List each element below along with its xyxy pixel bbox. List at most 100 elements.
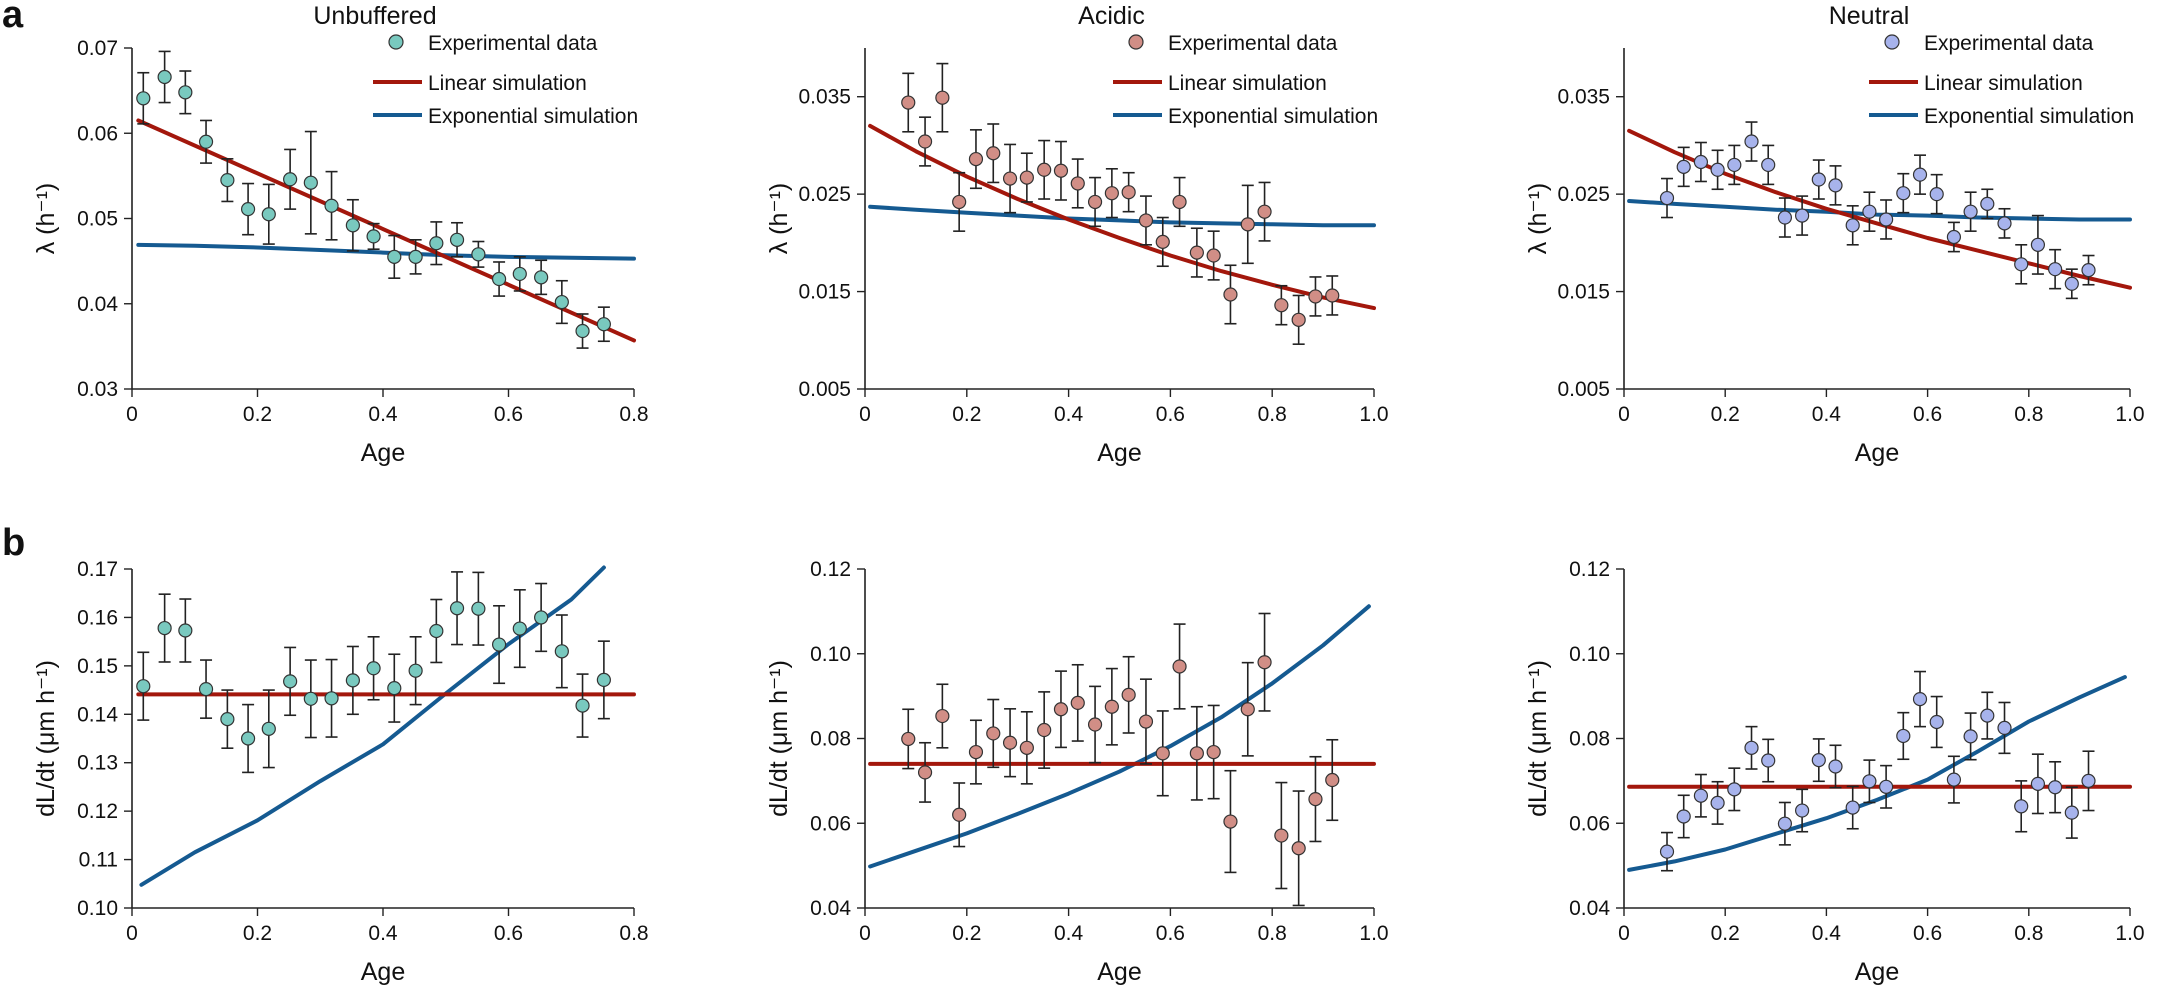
y-tick-label: 0.10 <box>1569 643 1610 666</box>
y-tick-label: 0.08 <box>1569 728 1610 751</box>
data-point <box>283 172 298 187</box>
data-point <box>1997 720 2012 736</box>
data-point <box>1325 288 1340 303</box>
y-tick-label: 0.015 <box>1557 281 1610 304</box>
data-point <box>1189 245 1204 260</box>
x-tick-label: 0 <box>1618 403 1630 426</box>
data-point <box>1929 714 1944 730</box>
data-point <box>261 207 276 222</box>
data-point <box>1257 655 1272 670</box>
data-point <box>1980 196 1995 211</box>
y-axis-label: λ (h⁻¹) <box>765 183 793 255</box>
chart-title: Unbuffered <box>313 2 436 30</box>
data-point <box>283 674 298 689</box>
data-point <box>512 621 527 636</box>
data-point <box>534 270 549 285</box>
x-axis-label: Age <box>361 439 405 467</box>
data-point <box>901 731 916 747</box>
data-point <box>1795 208 1810 223</box>
data-point <box>1710 162 1725 177</box>
x-axis-label: Age <box>1097 958 1141 986</box>
data-point <box>1676 159 1691 174</box>
x-axis-label: Age <box>361 958 405 986</box>
data-point <box>1206 248 1221 263</box>
data-point <box>1121 687 1136 702</box>
data-point <box>1257 204 1272 219</box>
data-point <box>408 663 423 678</box>
data-point <box>1896 728 1911 744</box>
x-tick-label: 0.4 <box>1812 922 1842 945</box>
y-tick-label: 0.06 <box>77 122 118 145</box>
data-point <box>1308 289 1323 304</box>
legend-label: Experimental data <box>428 32 598 55</box>
y-tick-label: 0.005 <box>1557 378 1610 401</box>
x-tick-label: 0 <box>1618 922 1630 945</box>
data-point <box>901 95 916 110</box>
data-point <box>986 726 1001 741</box>
x-tick-label: 0.2 <box>243 403 272 426</box>
data-point <box>303 691 318 706</box>
data-point <box>1019 740 1034 755</box>
data-point <box>1744 740 1759 755</box>
data-point <box>345 673 360 688</box>
x-tick-label: 0 <box>126 922 138 945</box>
data-point <box>512 266 527 282</box>
data-point <box>1155 234 1170 249</box>
data-point <box>1777 816 1793 831</box>
legend-label: Exponential simulation <box>428 105 638 128</box>
exponential-simulation-line <box>136 242 636 261</box>
x-tick-label: 1.0 <box>2115 403 2144 426</box>
data-point <box>178 623 193 638</box>
panel-letter-a: a <box>2 0 24 36</box>
y-tick-label: 0.05 <box>77 208 118 231</box>
data-point <box>575 323 590 339</box>
y-tick-label: 0.07 <box>77 37 118 60</box>
data-point <box>2064 276 2079 291</box>
legend-marker-experimental <box>1884 34 1900 50</box>
data-point <box>2064 805 2079 820</box>
x-tick-label: 0.4 <box>1054 922 1084 945</box>
legend-marker-experimental <box>1128 34 1144 50</box>
data-point <box>1811 172 1826 187</box>
data-point <box>1291 312 1306 327</box>
panel-letter-b: b <box>2 522 25 564</box>
x-tick-label: 1.0 <box>2115 922 2144 945</box>
x-tick-label: 0.4 <box>1812 403 1842 426</box>
data-point <box>1659 190 1675 206</box>
x-tick-label: 0.2 <box>1711 922 1740 945</box>
data-point <box>1240 702 1255 717</box>
data-point <box>1744 134 1759 149</box>
data-point <box>1879 779 1894 794</box>
data-point <box>471 247 486 262</box>
legend-label: Linear simulation <box>1168 72 1327 95</box>
data-point <box>2030 237 2046 252</box>
y-tick-label: 0.10 <box>77 897 118 920</box>
data-point <box>491 637 507 652</box>
data-point <box>366 229 381 244</box>
data-point <box>261 721 276 736</box>
y-tick-label: 0.16 <box>77 606 118 629</box>
exponential-simulation-line <box>1627 199 2132 222</box>
y-axis-label: dL/dt (μm h⁻¹) <box>1524 660 1552 817</box>
y-axis-label: λ (h⁻¹) <box>32 183 60 255</box>
data-point <box>1727 157 1742 173</box>
y-tick-label: 0.17 <box>77 558 118 581</box>
exponential-simulation-line <box>139 565 606 887</box>
data-point <box>1980 708 1995 723</box>
data-point <box>1274 298 1289 313</box>
data-point <box>1963 204 1978 219</box>
data-point <box>303 175 318 190</box>
data-point <box>1659 844 1675 859</box>
data-point <box>1828 178 1843 193</box>
data-point <box>1710 795 1725 811</box>
legend-label: Experimental data <box>1168 32 1338 55</box>
data-point <box>1172 659 1187 674</box>
y-tick-label: 0.15 <box>77 655 118 678</box>
data-point <box>2048 262 2063 277</box>
data-point <box>1070 695 1085 711</box>
legend: Experimental data Linear simulation Expone… <box>1869 32 2134 128</box>
data-point <box>1172 194 1187 210</box>
x-tick-label: 0.6 <box>1156 922 1185 945</box>
data-point <box>1845 218 1860 233</box>
data-point <box>1862 774 1877 789</box>
